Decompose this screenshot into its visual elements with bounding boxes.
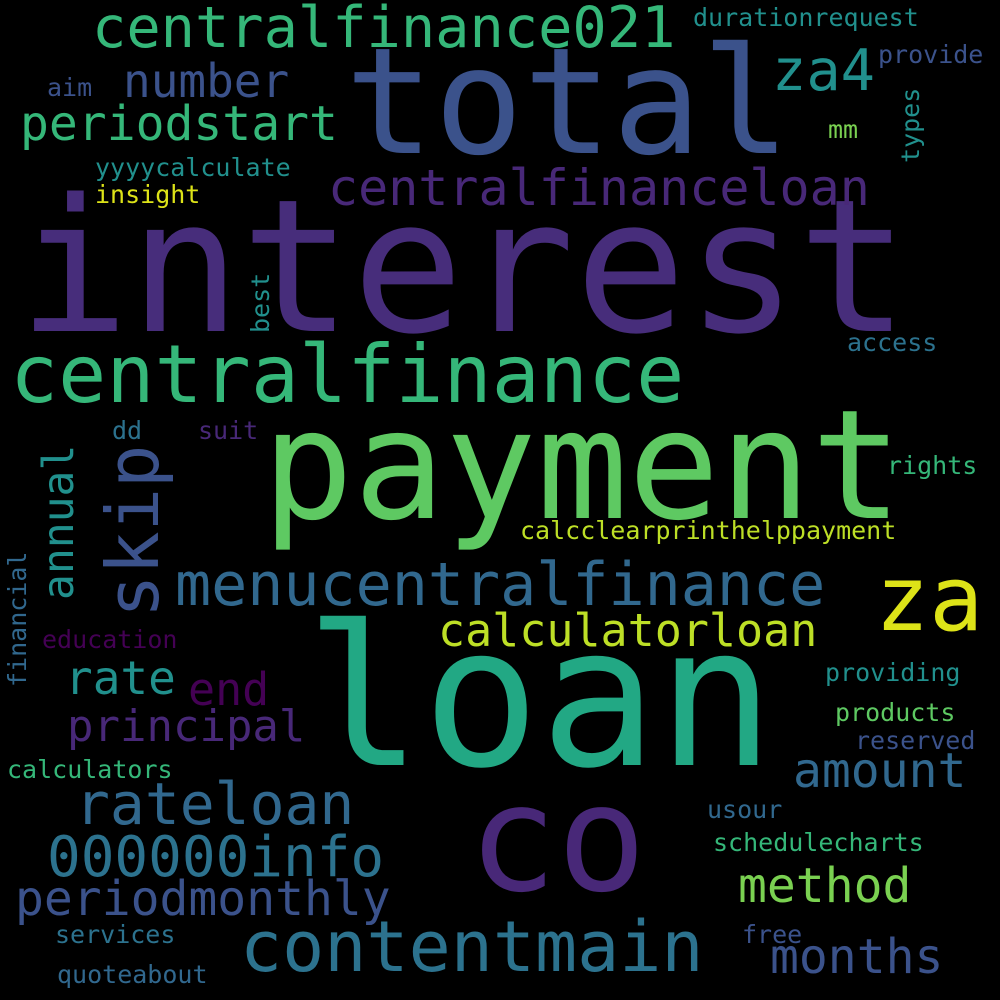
word-schedulecharts: schedulecharts [713,828,924,857]
word-end: end [188,663,270,716]
word-mm: mm [828,115,859,144]
word-total: total [345,16,791,188]
word-reserved: reserved [855,726,976,755]
word-menucentralfinance: menucentralfinance [175,550,826,620]
word-usour: usour [707,795,783,824]
word-co: co [468,753,647,925]
word-principal: principal [67,701,306,752]
word-education: education [42,625,178,654]
word-quoteabout: quoteabout [57,960,208,989]
word-aim: aim [47,73,93,102]
word-products: products [835,698,956,727]
word-durationrequest: durationrequest [693,3,919,32]
word-months: months [770,929,944,985]
word-payment: payment [262,377,903,554]
word-periodmonthly: periodmonthly [15,871,391,927]
word-loan: loan [305,584,775,811]
word-yyyycalculate: yyyycalculate [95,153,291,182]
word-financial: financial [3,552,32,688]
word-calculators: calculators [7,755,173,784]
word-calcclearprinthelppayment: calcclearprinthelppayment [520,516,897,545]
word-free: free [742,920,803,949]
word-contentmain: contentmain [240,906,704,988]
word-centralfinanceloan: centralfinanceloan [328,159,870,217]
word-calculatorloan: calculatorloan [438,604,818,657]
word-suit: suit [198,416,259,445]
word-access: access [847,328,938,357]
word-provide: provide [878,40,984,69]
word-insight: insight [95,180,201,209]
word-amount: amount [793,743,967,799]
word-providing: providing [825,658,961,687]
word-rateloan: rateloan [75,770,355,838]
word-rate: rate [65,651,176,705]
word-000000info: 000000info [47,825,385,890]
word-method: method [738,858,912,914]
word-interest: interest [18,159,910,375]
word-centralfinance021: centralfinance021 [92,0,676,61]
word-skip: skip [91,445,175,619]
word-best: best [246,273,275,334]
word-za: za [875,547,984,652]
word-services: services [55,920,176,949]
word-periodstart: periodstart [20,96,338,152]
word-annual: annual [34,445,84,601]
word-za4: za4 [772,38,875,104]
word-centralfinance: centralfinance [10,328,685,421]
word-rights: rights [887,451,978,480]
word-types: types [896,88,925,164]
word-number: number [123,54,290,108]
word-dd: dd [112,416,143,445]
